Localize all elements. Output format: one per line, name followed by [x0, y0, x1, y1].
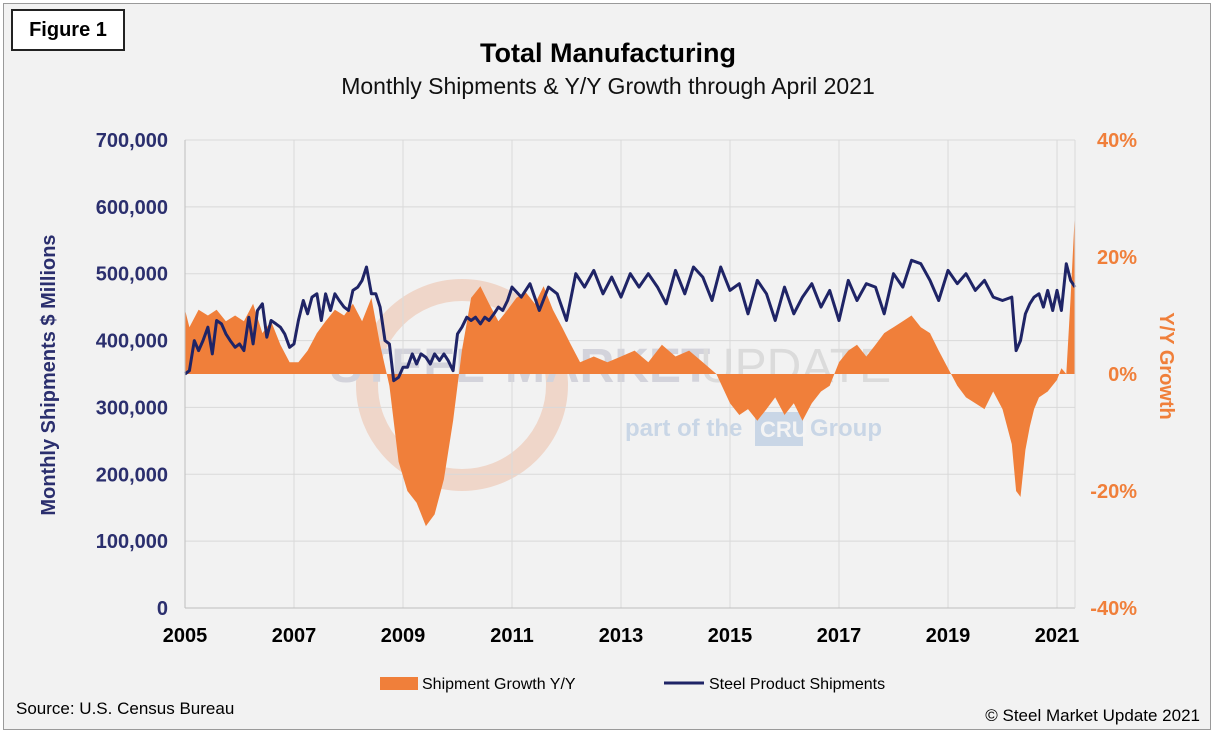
- grid: [185, 139, 1075, 608]
- y-tick-label-left: 500,000: [96, 264, 168, 286]
- copyright-note: © Steel Market Update 2021: [985, 706, 1200, 725]
- chart-subtitle: Monthly Shipments & Y/Y Growth through A…: [341, 73, 875, 99]
- watermark-part-of: part of the: [625, 415, 742, 442]
- legend-label-growth: Shipment Growth Y/Y: [422, 676, 576, 693]
- x-tick-label: 2005: [163, 625, 208, 647]
- figure-label: Figure 1: [11, 9, 125, 51]
- x-tick-label: 2009: [381, 625, 426, 647]
- y-tick-label-left: 600,000: [96, 197, 168, 219]
- y-tick-label-left: 200,000: [96, 464, 168, 486]
- x-tick-label: 2015: [708, 625, 753, 647]
- y-tick-label-left: 300,000: [96, 397, 168, 419]
- y-tick-label-right: -20%: [1090, 481, 1137, 503]
- series-line-shipments: [184, 258, 1077, 383]
- watermark-group: Group: [810, 415, 882, 442]
- y-tick-label-right: -40%: [1090, 598, 1137, 620]
- y-tick-label-left: 400,000: [96, 331, 168, 353]
- watermark-logo-box: [755, 412, 803, 446]
- legend-label-shipments: Steel Product Shipments: [709, 676, 885, 693]
- legend: Shipment Growth Y/Y Steel Product Shipme…: [380, 676, 885, 693]
- x-tick-label: 2011: [490, 625, 533, 647]
- x-tick-label: 2007: [272, 625, 317, 647]
- chart-title: Total Manufacturing: [480, 38, 736, 68]
- y-axis-title-right: Y/Y Growth: [1155, 312, 1177, 419]
- watermark-logo-text: CRU: [760, 417, 808, 442]
- x-tick-label: 2019: [926, 625, 971, 647]
- x-tick-label: 2017: [817, 625, 862, 647]
- legend-swatch-growth: [380, 677, 418, 690]
- y-tick-label-right: 0%: [1108, 364, 1137, 386]
- y-tick-label-left: 0: [157, 598, 168, 620]
- watermark-ring: [356, 279, 568, 491]
- y-tick-label-left: 100,000: [96, 531, 168, 553]
- y-tick-label-right: 40%: [1097, 130, 1137, 152]
- axes: 0 100,000 200,000 300,000 400,000 500,000 600,…: [96, 130, 1138, 647]
- y-tick-label-left: 700,000: [96, 130, 168, 152]
- y-axis-title-left: Monthly Shipments $ Millions: [38, 234, 60, 515]
- x-tick-label: 2013: [599, 625, 644, 647]
- series-layer: [184, 210, 1077, 527]
- source-note: Source: U.S. Census Bureau: [16, 699, 235, 718]
- y-tick-label-right: 20%: [1097, 247, 1137, 269]
- x-tick-label: 2021: [1035, 625, 1080, 647]
- series-area-growth: [185, 210, 1075, 527]
